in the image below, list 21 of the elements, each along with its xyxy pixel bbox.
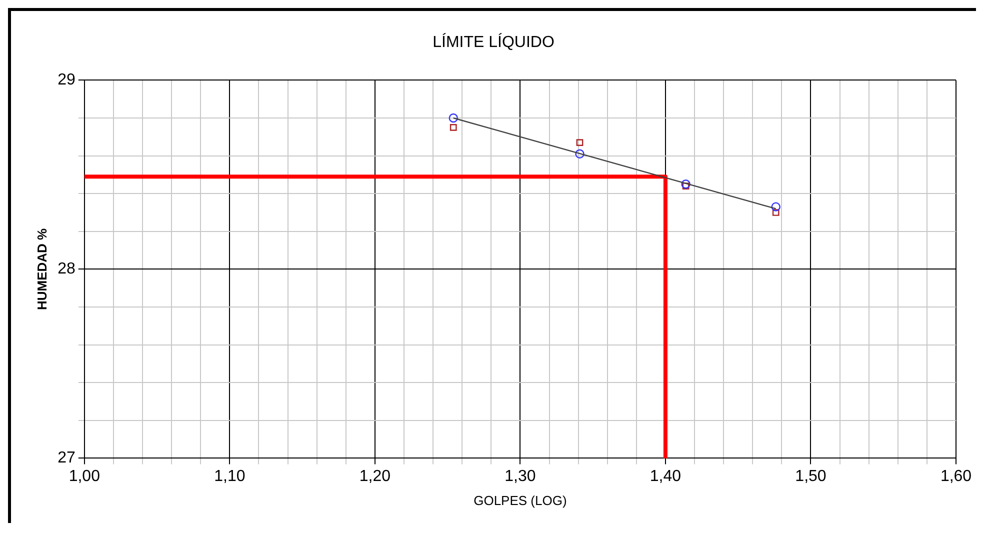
point <box>682 182 690 190</box>
point <box>575 149 584 159</box>
point <box>448 113 458 123</box>
x-tick-label: 1,50 <box>795 468 826 486</box>
point <box>681 180 690 189</box>
x-axis-title: GOLPES (LOG) <box>474 492 567 508</box>
y-tick-label: 29 <box>58 72 76 89</box>
y-tick-label: 28 <box>58 260 76 278</box>
x-tick-label: 1,00 <box>68 468 100 486</box>
point <box>771 202 780 212</box>
y-axis-title: HUMEDAD % <box>34 228 50 310</box>
x-tick-label: 1,40 <box>650 468 682 486</box>
x-tick-label: 1,60 <box>940 468 972 486</box>
x-tick-label: 1,10 <box>214 468 246 486</box>
x-tick-label: 1,20 <box>359 468 391 486</box>
point <box>576 139 584 146</box>
point <box>772 209 780 216</box>
x-tick-label: 1,30 <box>504 468 536 486</box>
point <box>450 124 457 131</box>
chart-title: LÍMITE LÍQUIDO <box>432 33 554 52</box>
y-tick-label: 27 <box>58 450 76 467</box>
